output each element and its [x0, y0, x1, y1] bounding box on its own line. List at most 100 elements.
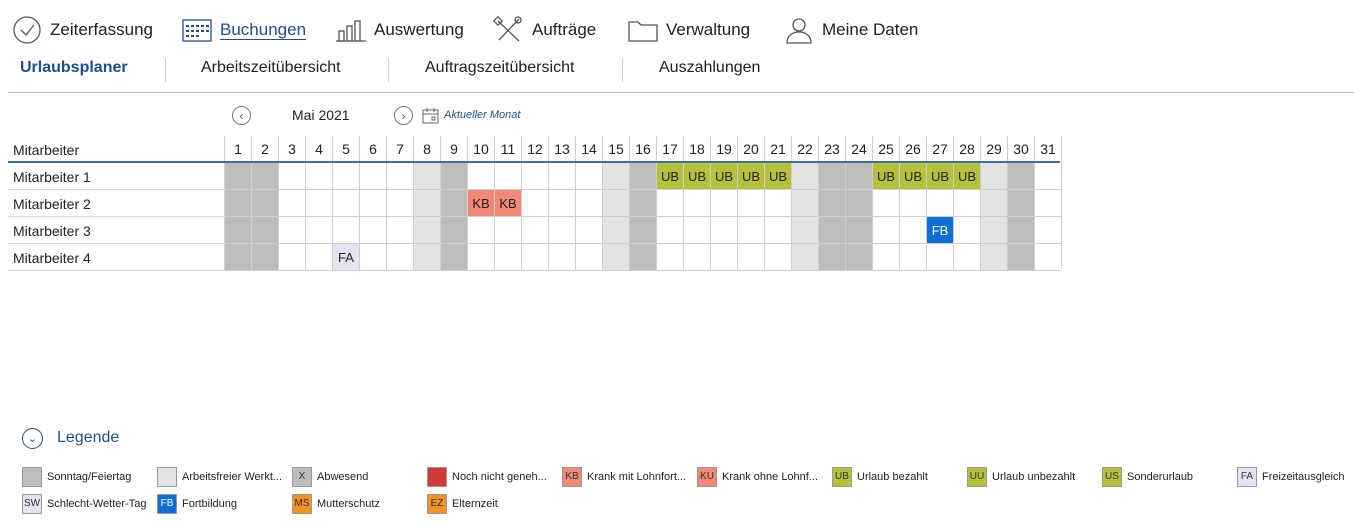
day-cell[interactable] [251, 190, 278, 217]
day-cell[interactable] [278, 244, 305, 271]
day-cell[interactable] [1034, 190, 1061, 217]
day-cell[interactable] [359, 217, 386, 244]
day-cell[interactable] [737, 190, 764, 217]
day-cell-entry[interactable]: KB [467, 190, 494, 217]
day-cell[interactable] [440, 244, 467, 271]
day-cell[interactable] [440, 190, 467, 217]
day-cell[interactable] [656, 190, 683, 217]
day-cell[interactable] [791, 190, 818, 217]
day-cell[interactable] [548, 244, 575, 271]
day-cell[interactable] [791, 163, 818, 190]
day-cell[interactable] [251, 163, 278, 190]
day-cell[interactable] [386, 163, 413, 190]
day-cell[interactable] [1034, 217, 1061, 244]
day-cell[interactable] [818, 163, 845, 190]
day-cell-entry[interactable]: UB [764, 163, 791, 190]
day-cell[interactable] [629, 190, 656, 217]
day-cell[interactable] [224, 190, 251, 217]
day-cell[interactable] [1034, 244, 1061, 271]
subnav-arbeitszeituebersicht[interactable]: Arbeitszeitübersicht [201, 59, 341, 76]
day-cell[interactable] [359, 163, 386, 190]
day-cell[interactable] [710, 244, 737, 271]
day-cell[interactable] [224, 244, 251, 271]
day-cell[interactable] [629, 217, 656, 244]
day-cell[interactable] [764, 190, 791, 217]
day-cell[interactable] [224, 163, 251, 190]
day-cell[interactable] [791, 217, 818, 244]
day-cell[interactable] [980, 163, 1007, 190]
day-cell[interactable] [899, 190, 926, 217]
day-cell[interactable] [224, 217, 251, 244]
day-cell[interactable] [980, 244, 1007, 271]
day-cell[interactable] [953, 244, 980, 271]
subnav-auszahlungen[interactable]: Auszahlungen [659, 59, 761, 76]
legend-toggle[interactable]: ⌄ Legende [22, 427, 119, 449]
day-cell[interactable] [548, 163, 575, 190]
day-cell[interactable] [845, 163, 872, 190]
day-cell[interactable] [683, 217, 710, 244]
day-cell-entry[interactable]: FB [926, 217, 953, 244]
day-cell[interactable] [602, 217, 629, 244]
day-cell[interactable] [305, 163, 332, 190]
day-cell[interactable] [764, 217, 791, 244]
day-cell[interactable] [575, 217, 602, 244]
day-cell[interactable] [494, 244, 521, 271]
day-cell[interactable] [548, 217, 575, 244]
day-cell-entry[interactable]: UB [926, 163, 953, 190]
day-cell[interactable] [413, 190, 440, 217]
day-cell[interactable] [926, 244, 953, 271]
day-cell-entry[interactable]: UB [953, 163, 980, 190]
day-cell[interactable] [602, 244, 629, 271]
day-cell[interactable] [359, 244, 386, 271]
chevron-right-circle-icon[interactable]: › [394, 106, 413, 125]
day-cell[interactable] [494, 163, 521, 190]
day-cell[interactable] [656, 244, 683, 271]
calendar-icon[interactable] [421, 106, 440, 125]
day-cell[interactable] [521, 217, 548, 244]
day-cell[interactable] [1007, 190, 1034, 217]
day-cell-entry[interactable]: UB [683, 163, 710, 190]
day-cell[interactable] [791, 244, 818, 271]
day-cell[interactable] [1034, 163, 1061, 190]
subnav-urlaubsplaner[interactable]: Urlaubsplaner [20, 59, 128, 76]
nav-auswertung[interactable]: Auswertung [334, 10, 464, 50]
day-cell-entry[interactable]: UB [872, 163, 899, 190]
day-cell[interactable] [467, 217, 494, 244]
day-cell-entry[interactable]: UB [899, 163, 926, 190]
day-cell[interactable] [899, 244, 926, 271]
day-cell[interactable] [953, 217, 980, 244]
day-cell[interactable] [845, 190, 872, 217]
day-cell[interactable] [521, 244, 548, 271]
day-cell[interactable] [872, 217, 899, 244]
day-cell[interactable] [413, 244, 440, 271]
day-cell[interactable] [440, 163, 467, 190]
day-cell[interactable] [521, 163, 548, 190]
day-cell-entry[interactable]: FA [332, 244, 359, 271]
day-cell[interactable] [467, 163, 494, 190]
nav-meine-daten[interactable]: Meine Daten [782, 10, 918, 50]
subnav-auftragszeituebersicht[interactable]: Auftragszeitübersicht [425, 59, 575, 76]
day-cell[interactable] [548, 190, 575, 217]
day-cell[interactable] [278, 190, 305, 217]
day-cell-entry[interactable]: UB [710, 163, 737, 190]
day-cell[interactable] [737, 244, 764, 271]
day-cell[interactable] [683, 244, 710, 271]
day-cell[interactable] [413, 163, 440, 190]
day-cell[interactable] [953, 190, 980, 217]
day-cell[interactable] [575, 163, 602, 190]
day-cell[interactable] [980, 217, 1007, 244]
day-cell[interactable] [629, 163, 656, 190]
day-cell[interactable] [629, 244, 656, 271]
day-cell[interactable] [413, 217, 440, 244]
day-cell[interactable] [602, 190, 629, 217]
day-cell[interactable] [872, 190, 899, 217]
day-cell[interactable] [818, 217, 845, 244]
day-cell[interactable] [386, 217, 413, 244]
day-cell[interactable] [467, 244, 494, 271]
day-cell[interactable] [251, 217, 278, 244]
day-cell[interactable] [305, 190, 332, 217]
day-cell[interactable] [818, 190, 845, 217]
day-cell[interactable] [386, 244, 413, 271]
day-cell[interactable] [332, 190, 359, 217]
day-cell[interactable] [575, 190, 602, 217]
